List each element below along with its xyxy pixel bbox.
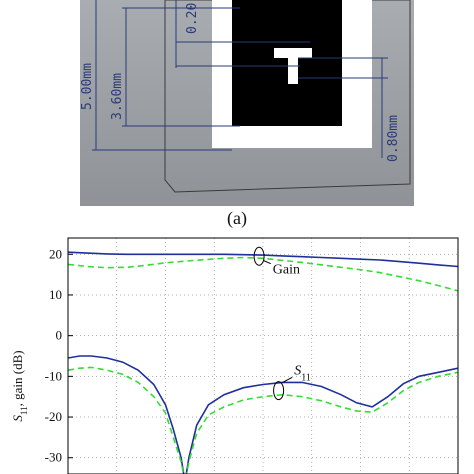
- series-line-3: [67, 355, 459, 474]
- dimension-top: 0.20: [185, 3, 200, 34]
- dimension-outer: 5.00mm: [80, 63, 95, 110]
- gain-ellipse: [253, 246, 265, 266]
- y-axis-label: S11, gain (dB): [10, 350, 29, 421]
- y-tick-label: 10: [49, 287, 62, 302]
- y-tick-label: -30: [45, 450, 62, 465]
- series-line-4: [67, 366, 459, 474]
- panel-a-caption: (a): [227, 208, 247, 228]
- grid: [68, 238, 458, 474]
- annotations: Gain S11: [253, 246, 311, 401]
- y-tick-label: -20: [45, 409, 62, 424]
- series-line-1: [67, 251, 459, 268]
- s11-ellipse: [273, 381, 285, 401]
- y-axis-ticks: 20 10 0 -10 -20 -30: [45, 246, 73, 465]
- antenna-model-image: 5.00mm 3.60mm 0.20 0.80mm: [0, 0, 474, 206]
- y-tick-label: 20: [49, 246, 62, 261]
- s11-leader: [282, 376, 293, 383]
- y-tick-label: 0: [56, 328, 63, 343]
- plot-frame: [67, 237, 459, 474]
- dimension-gap: 0.80mm: [386, 115, 401, 162]
- dimension-lines: [92, 0, 388, 158]
- dimension-inner: 3.60mm: [110, 73, 125, 120]
- series-line-2: [67, 256, 459, 292]
- gain-label: Gain: [273, 263, 300, 278]
- s11-gain-chart: 20 10 0 -10 -20 -30 S11, gain (dB) Gain S11: [10, 237, 459, 474]
- series-group: [67, 251, 459, 474]
- radiating-patch: [232, 0, 342, 126]
- s11-label: S11: [294, 363, 311, 383]
- y-tick-label: -10: [45, 368, 62, 383]
- gain-leader: [262, 259, 271, 265]
